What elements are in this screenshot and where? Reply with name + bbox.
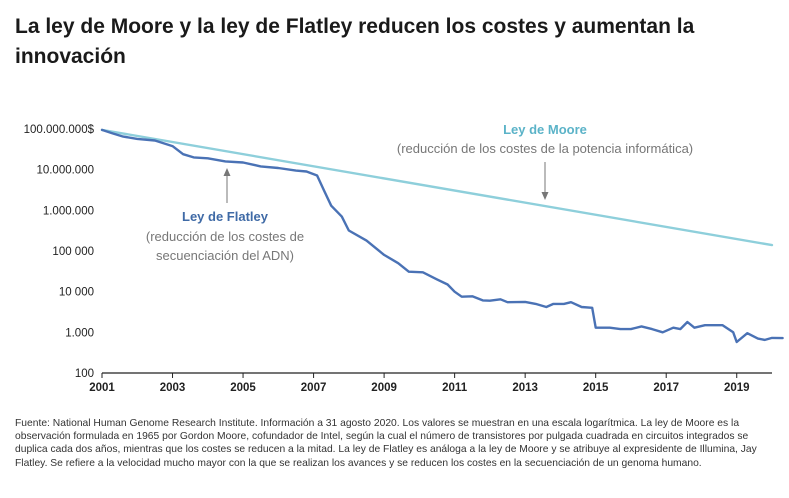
x-tick-label: 2011: [442, 382, 468, 394]
y-tick-label: 100: [75, 368, 94, 380]
y-tick-label: 1.000: [65, 327, 94, 339]
moore-law-line: [100, 128, 774, 247]
series-layer: [100, 128, 784, 344]
moore-arrow-icon: [541, 162, 549, 200]
x-tick-label: 2009: [371, 382, 397, 394]
source-footnote: Fuente: National Human Genome Research I…: [15, 418, 757, 469]
x-tick-label: 2015: [583, 382, 609, 394]
y-tick-label: 10 000: [59, 287, 94, 299]
x-axis-ticks: 2001 2003 2005 2007 2009 2011 2013 2015 2017 2019: [89, 373, 750, 394]
y-tick-label: 100 000: [52, 246, 94, 258]
x-tick-label: 2017: [653, 382, 679, 394]
moore-annotation-subtitle: (reducción de los costes de la potencia …: [397, 141, 693, 156]
x-tick-label: 2003: [160, 382, 186, 394]
x-tick-label: 2005: [230, 382, 256, 394]
y-axis-ticks: 100.000.000$ 10.000.000 1.000.000 100 000 10…: [24, 124, 95, 380]
flatley-law-line: [100, 128, 784, 344]
y-tick-label: 100.000.000$: [24, 124, 95, 136]
chart-svg: 100.000.000$ 10.000.000 1.000.000 100 000 10…: [24, 122, 784, 394]
x-tick-label: 2013: [512, 382, 538, 394]
moore-annotation-title: Ley de Moore: [503, 122, 587, 137]
y-tick-label: 10.000.000: [36, 165, 94, 177]
flatley-annotation-subtitle-2: secuenciación del ADN): [156, 248, 294, 263]
y-tick-label: 1.000.000: [43, 205, 94, 217]
x-tick-label: 2007: [301, 382, 327, 394]
chart-title: La ley de Moore y la ley de Flatley redu…: [15, 15, 695, 68]
flatley-annotation-subtitle-1: (reducción de los costes de: [146, 229, 304, 244]
flatley-arrow-icon: [223, 168, 231, 203]
flatley-annotation-title: Ley de Flatley: [182, 209, 269, 224]
x-tick-label: 2019: [724, 382, 750, 394]
x-tick-label: 2001: [89, 382, 115, 394]
